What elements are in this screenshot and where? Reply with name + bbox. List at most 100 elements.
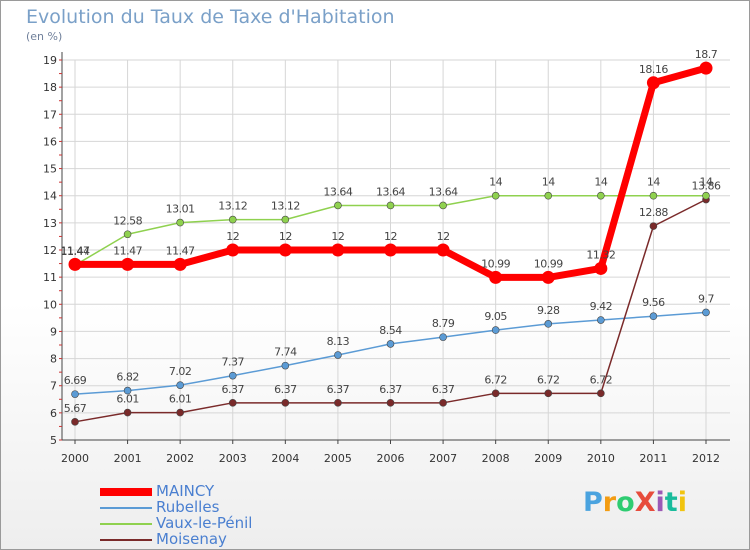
data-label: 12 xyxy=(437,230,450,243)
data-point xyxy=(439,333,447,341)
data-label: 14 xyxy=(594,176,607,189)
data-point xyxy=(386,399,395,407)
data-label: 6.69 xyxy=(64,374,87,387)
data-label: 12 xyxy=(384,230,397,243)
x-tick-label: 2007 xyxy=(429,452,457,465)
data-label: 11.44 xyxy=(61,245,90,258)
data-point xyxy=(386,340,395,348)
x-tick-label: 2000 xyxy=(61,452,89,465)
x-tick-label: 2006 xyxy=(377,452,405,465)
data-point xyxy=(176,408,184,417)
data-label: 7.74 xyxy=(274,346,297,359)
legend-swatch xyxy=(100,539,152,541)
data-point xyxy=(278,243,292,257)
data-label: 8.79 xyxy=(432,317,455,330)
legend-swatch xyxy=(100,507,152,509)
legend-label: Rubelles xyxy=(156,498,220,516)
legend-label: MAINCY xyxy=(156,482,215,500)
data-label: 12.88 xyxy=(639,206,668,219)
x-tick-label: 2012 xyxy=(692,452,720,465)
y-tick-label: 8 xyxy=(50,353,57,366)
legend-swatch xyxy=(100,523,152,525)
data-point xyxy=(439,399,447,407)
data-label: 6.01 xyxy=(116,393,139,406)
data-label: 13.64 xyxy=(429,185,458,198)
data-point xyxy=(436,243,450,257)
y-tick-label: 10 xyxy=(43,298,57,311)
data-label: 18.16 xyxy=(639,63,668,76)
data-point xyxy=(71,390,79,398)
data-point xyxy=(646,76,660,90)
chart-title: Evolution du Taux de Taxe d'Habitation xyxy=(26,6,395,28)
data-label: 14 xyxy=(489,176,502,189)
data-point xyxy=(123,230,132,239)
data-point xyxy=(649,191,658,200)
data-point xyxy=(281,361,290,370)
data-label: 13.01 xyxy=(166,203,195,216)
data-point xyxy=(541,270,555,284)
x-tick-label: 2011 xyxy=(639,452,667,465)
x-tick-label: 2002 xyxy=(166,452,194,465)
proxiti-logo: ProXiti xyxy=(583,487,687,518)
data-label: 11.32 xyxy=(586,248,615,261)
data-label: 11.47 xyxy=(166,244,195,257)
data-label: 9.42 xyxy=(590,300,613,313)
data-label: 6.82 xyxy=(116,371,139,384)
x-tick-label: 2001 xyxy=(114,452,142,465)
data-point xyxy=(544,320,553,328)
data-point xyxy=(491,389,500,398)
data-point xyxy=(594,261,608,275)
data-point xyxy=(123,386,132,395)
data-point xyxy=(597,316,605,324)
data-label: 6.72 xyxy=(590,373,613,386)
data-label: 13.12 xyxy=(271,200,300,213)
y-tick-label: 7 xyxy=(50,380,57,393)
data-point xyxy=(281,215,290,224)
data-point xyxy=(597,191,605,200)
x-tick-label: 2009 xyxy=(534,452,562,465)
data-label: 9.56 xyxy=(642,296,665,309)
data-label: 8.13 xyxy=(327,335,350,348)
data-point xyxy=(649,222,658,230)
x-tick-label: 2008 xyxy=(482,452,510,465)
data-point xyxy=(649,312,658,321)
data-label: 13.64 xyxy=(376,185,405,198)
y-tick-label: 11 xyxy=(43,271,57,284)
y-tick-label: 13 xyxy=(43,217,57,230)
data-point xyxy=(228,399,237,407)
legend-label: Vaux-le-Pénil xyxy=(156,514,253,532)
data-label: 9.28 xyxy=(537,304,560,317)
data-label: 6.37 xyxy=(222,383,245,396)
data-point xyxy=(334,351,342,359)
data-point xyxy=(439,201,447,210)
logo-letter: t xyxy=(664,487,678,518)
y-tick-label: 18 xyxy=(43,81,57,94)
data-point xyxy=(702,191,710,200)
data-point xyxy=(121,257,135,271)
y-tick-label: 5 xyxy=(50,434,57,447)
data-point xyxy=(544,191,553,200)
data-label: 11.47 xyxy=(61,244,90,257)
data-point xyxy=(386,201,395,210)
legend-swatch xyxy=(100,488,152,496)
data-point xyxy=(281,399,290,407)
data-label: 12 xyxy=(226,230,239,243)
data-point xyxy=(176,218,184,227)
x-tick-label: 2003 xyxy=(219,452,247,465)
logo-letter: i xyxy=(677,487,687,518)
data-point xyxy=(544,389,553,398)
data-label: 6.72 xyxy=(537,373,560,386)
logo-letter: o xyxy=(616,487,635,518)
data-label: 6.37 xyxy=(432,383,455,396)
data-point xyxy=(176,381,184,389)
data-label: 9.7 xyxy=(698,292,714,305)
data-label: 12 xyxy=(279,230,292,243)
y-tick-label: 14 xyxy=(43,190,57,203)
logo-letter: P xyxy=(583,487,603,518)
y-tick-label: 17 xyxy=(43,108,57,121)
chart-subtitle: (en %) xyxy=(26,30,63,43)
data-label: 6.37 xyxy=(274,383,297,396)
data-label: 14 xyxy=(647,176,660,189)
x-tick-label: 2010 xyxy=(587,452,615,465)
y-tick-label: 6 xyxy=(50,407,57,420)
